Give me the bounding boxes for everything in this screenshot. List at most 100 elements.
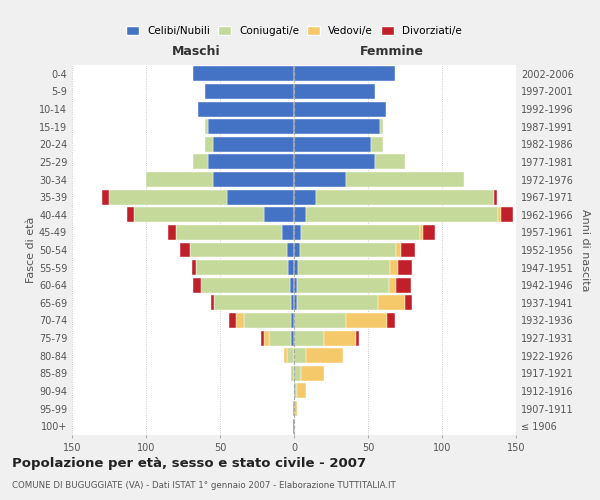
- Bar: [291, 313, 294, 328]
- Bar: [193, 278, 201, 292]
- Bar: [294, 401, 297, 416]
- Legend: Celibi/Nubili, Coniugati/e, Vedovi/e, Divorziati/e: Celibi/Nubili, Coniugati/e, Vedovi/e, Di…: [126, 26, 462, 36]
- Bar: [196, 260, 288, 275]
- Bar: [211, 296, 214, 310]
- Bar: [376, 154, 405, 170]
- Bar: [316, 190, 494, 204]
- Bar: [294, 225, 301, 240]
- Bar: [294, 313, 346, 328]
- Bar: [346, 172, 464, 187]
- Bar: [294, 84, 376, 99]
- Bar: [205, 84, 294, 99]
- Y-axis label: Fasce di età: Fasce di età: [26, 217, 36, 283]
- Bar: [297, 296, 379, 310]
- Text: Maschi: Maschi: [172, 44, 221, 58]
- Bar: [293, 401, 294, 416]
- Text: Popolazione per età, sesso e stato civile - 2007: Popolazione per età, sesso e stato civil…: [12, 458, 366, 470]
- Bar: [297, 278, 389, 292]
- Bar: [498, 208, 501, 222]
- Bar: [205, 119, 208, 134]
- Text: COMUNE DI BUGUGGIATE (VA) - Dati ISTAT 1° gennaio 2007 - Elaborazione TUTTITALIA: COMUNE DI BUGUGGIATE (VA) - Dati ISTAT 1…: [12, 481, 396, 490]
- Bar: [214, 296, 291, 310]
- Bar: [294, 296, 297, 310]
- Bar: [294, 154, 376, 170]
- Bar: [208, 154, 294, 170]
- Bar: [390, 260, 398, 275]
- Bar: [205, 137, 212, 152]
- Bar: [294, 119, 380, 134]
- Bar: [398, 260, 412, 275]
- Bar: [405, 296, 412, 310]
- Bar: [101, 190, 109, 204]
- Bar: [501, 208, 513, 222]
- Bar: [356, 330, 359, 345]
- Bar: [236, 313, 244, 328]
- Bar: [127, 208, 134, 222]
- Bar: [212, 137, 294, 152]
- Bar: [193, 154, 208, 170]
- Bar: [294, 348, 306, 363]
- Bar: [190, 242, 287, 258]
- Bar: [262, 330, 265, 345]
- Bar: [208, 119, 294, 134]
- Bar: [269, 330, 291, 345]
- Bar: [284, 348, 287, 363]
- Bar: [294, 384, 297, 398]
- Bar: [294, 260, 298, 275]
- Bar: [379, 296, 405, 310]
- Bar: [291, 366, 294, 381]
- Bar: [168, 225, 176, 240]
- Bar: [287, 242, 294, 258]
- Bar: [306, 208, 498, 222]
- Bar: [294, 330, 323, 345]
- Bar: [287, 348, 294, 363]
- Bar: [298, 260, 390, 275]
- Bar: [380, 119, 383, 134]
- Bar: [396, 242, 401, 258]
- Bar: [201, 278, 290, 292]
- Bar: [371, 137, 383, 152]
- Bar: [306, 348, 343, 363]
- Bar: [323, 330, 356, 345]
- Bar: [294, 137, 371, 152]
- Bar: [212, 172, 294, 187]
- Bar: [282, 225, 294, 240]
- Bar: [301, 225, 420, 240]
- Bar: [293, 418, 294, 434]
- Bar: [294, 66, 395, 82]
- Bar: [265, 208, 294, 222]
- Bar: [180, 242, 190, 258]
- Bar: [420, 225, 423, 240]
- Bar: [291, 296, 294, 310]
- Bar: [146, 172, 212, 187]
- Bar: [300, 242, 396, 258]
- Bar: [134, 208, 265, 222]
- Bar: [291, 330, 294, 345]
- Bar: [301, 366, 323, 381]
- Bar: [198, 102, 294, 116]
- Bar: [294, 102, 386, 116]
- Bar: [346, 313, 387, 328]
- Bar: [387, 313, 395, 328]
- Bar: [294, 208, 306, 222]
- Bar: [294, 172, 346, 187]
- Bar: [265, 330, 269, 345]
- Bar: [297, 384, 306, 398]
- Bar: [244, 313, 291, 328]
- Bar: [294, 278, 297, 292]
- Bar: [389, 278, 396, 292]
- Bar: [109, 190, 227, 204]
- Bar: [494, 190, 497, 204]
- Bar: [401, 242, 415, 258]
- Bar: [423, 225, 434, 240]
- Bar: [294, 242, 300, 258]
- Bar: [290, 278, 294, 292]
- Bar: [294, 190, 316, 204]
- Bar: [193, 66, 294, 82]
- Bar: [288, 260, 294, 275]
- Bar: [176, 225, 282, 240]
- Bar: [227, 190, 294, 204]
- Bar: [294, 366, 301, 381]
- Bar: [396, 278, 411, 292]
- Y-axis label: Anni di nascita: Anni di nascita: [580, 209, 590, 291]
